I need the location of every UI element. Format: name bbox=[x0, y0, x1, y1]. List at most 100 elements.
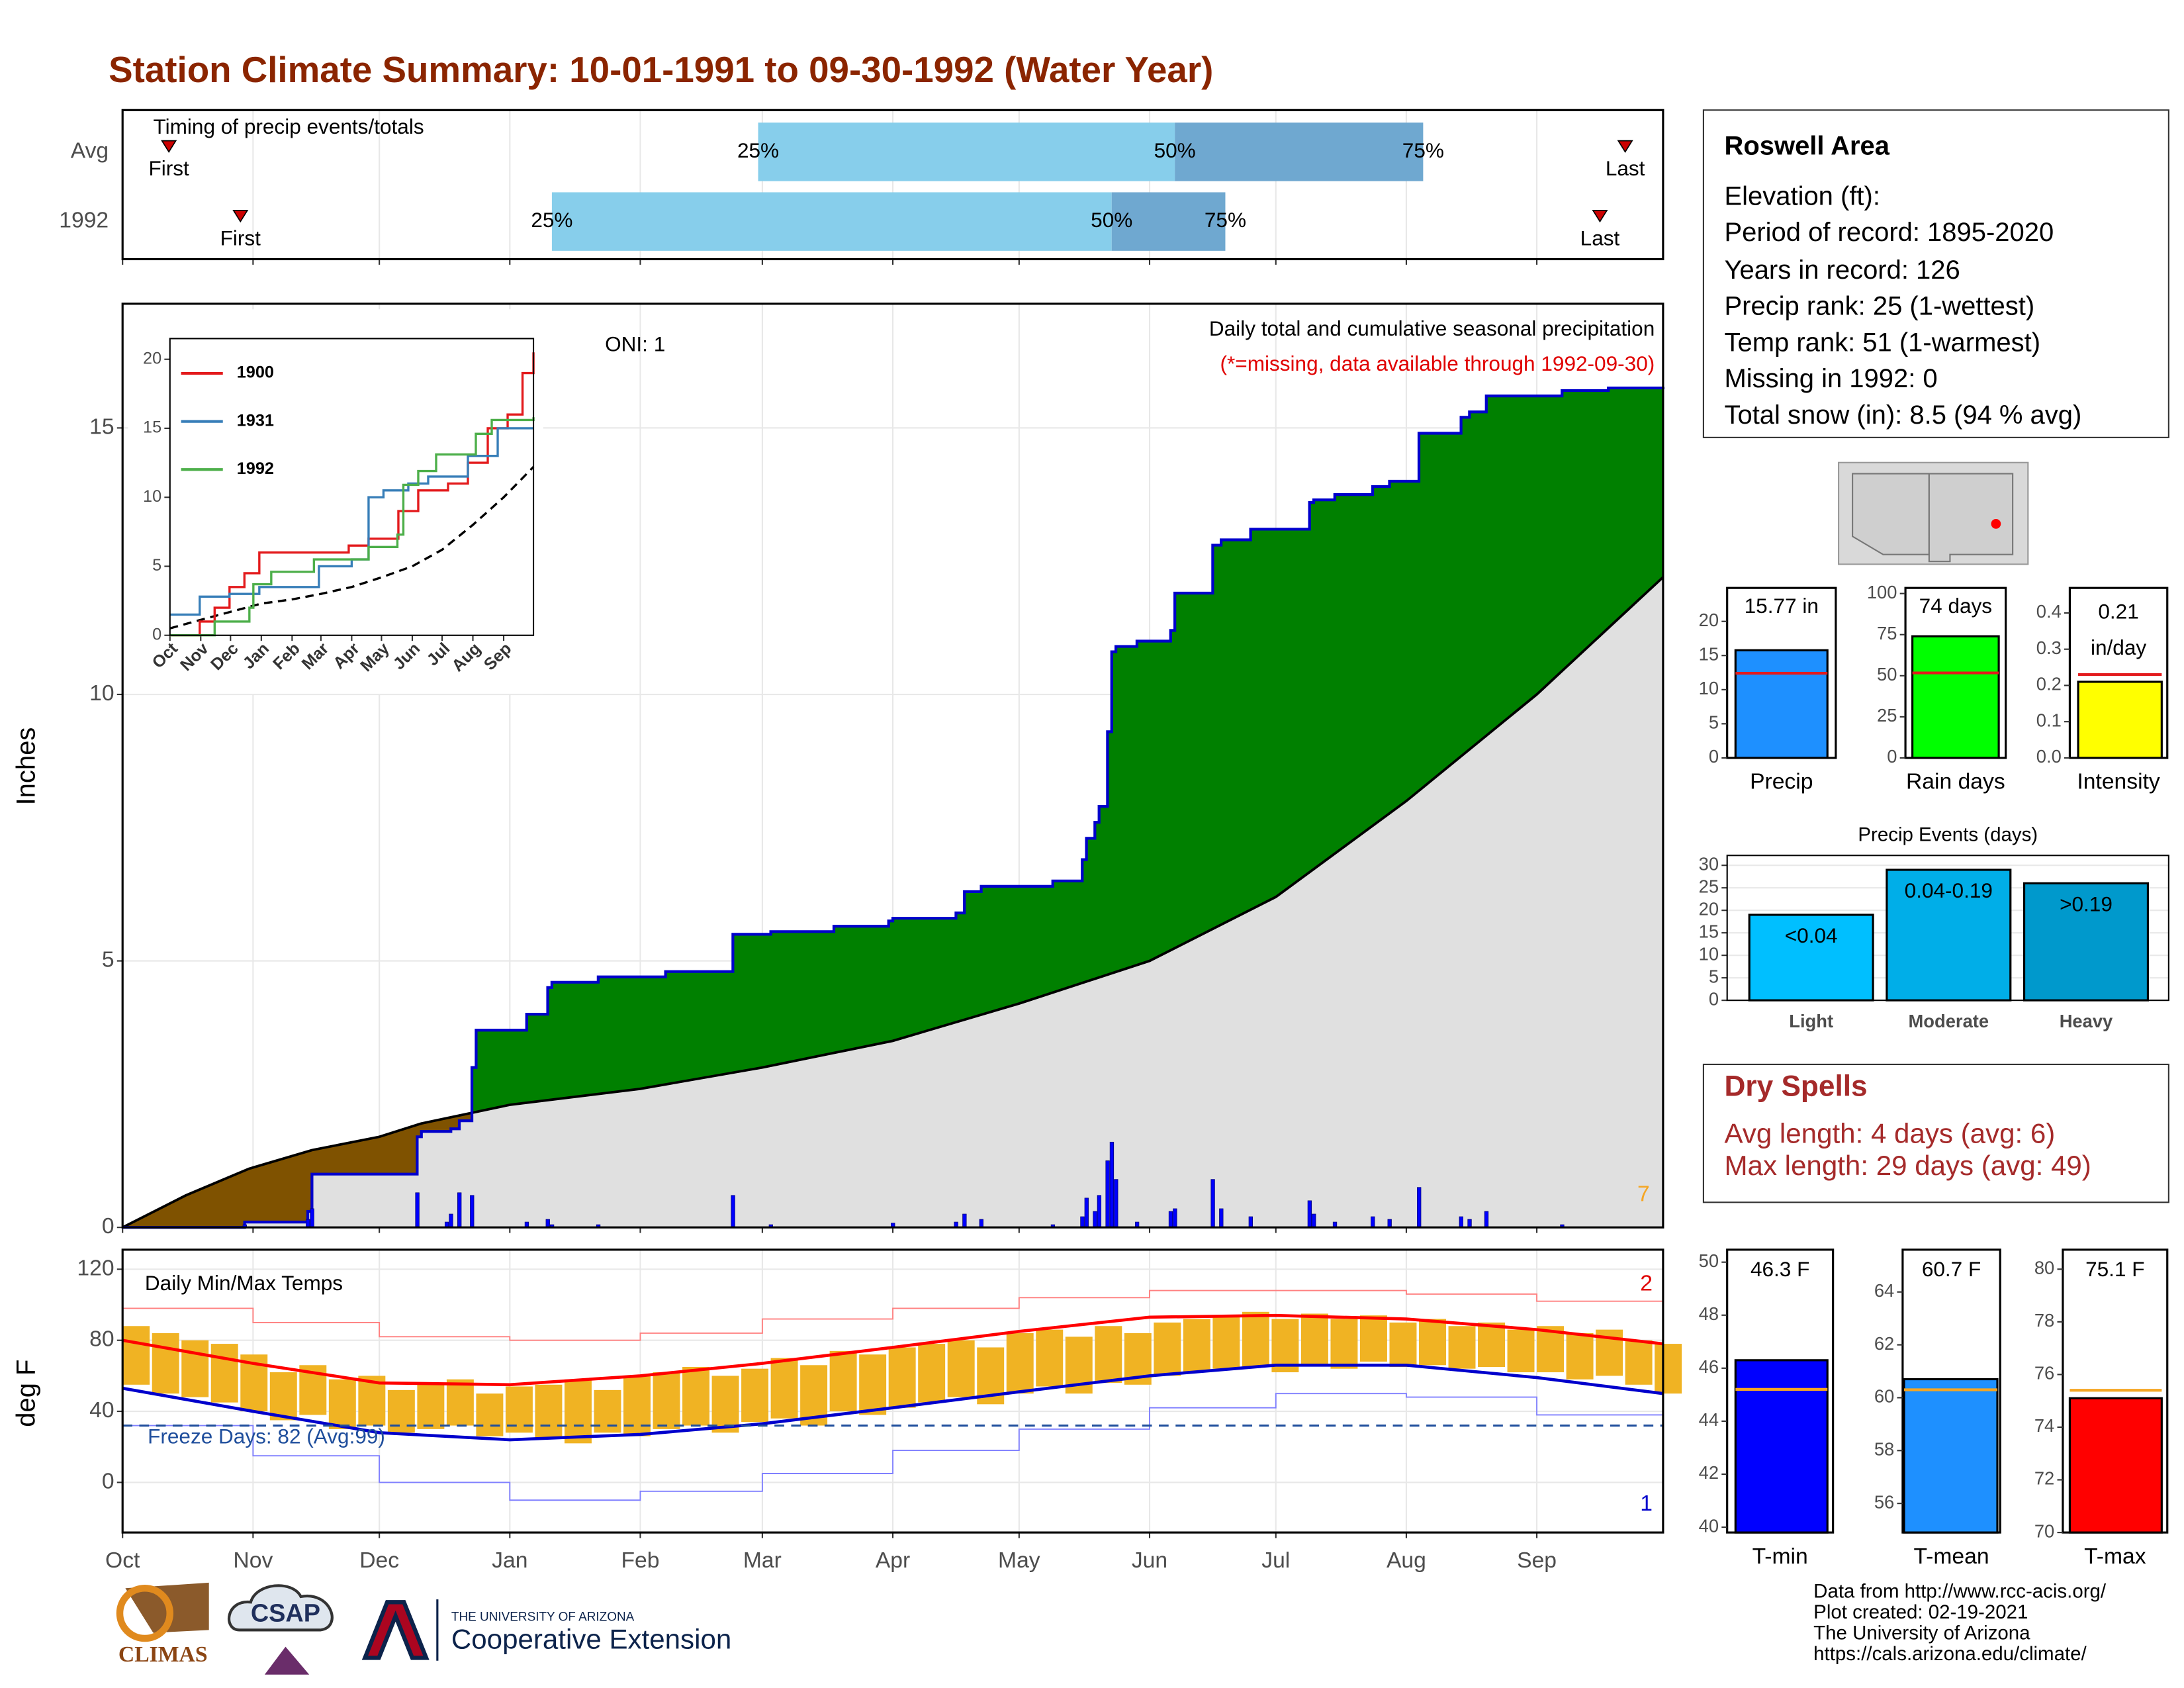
y-tick-label: 5 bbox=[1709, 966, 1719, 986]
series-line bbox=[169, 417, 535, 637]
y-tick-label: 76 bbox=[2034, 1363, 2054, 1383]
climas-sun bbox=[116, 1585, 174, 1642]
daily-precip bbox=[1097, 1195, 1102, 1228]
y-tick-label: 100 bbox=[1867, 582, 1897, 602]
daily-temp bbox=[1300, 1313, 1328, 1366]
daily-precip bbox=[1467, 1219, 1472, 1228]
bar bbox=[1734, 649, 1829, 759]
chart-subtitle: (*=missing, data available through 1992-… bbox=[1220, 352, 1655, 375]
y-tick-label: 56 bbox=[1874, 1491, 1894, 1512]
category-label: Light bbox=[1789, 1011, 1833, 1031]
station-line: Total snow (in): 8.5 (94 % avg) bbox=[1724, 400, 2081, 430]
y-tick-label: 80 bbox=[89, 1327, 114, 1352]
ua-logo bbox=[361, 1600, 430, 1660]
timing-title: Timing of precip events/totals bbox=[154, 115, 424, 138]
station-line: Precip rank: 25 (1-wettest) bbox=[1724, 292, 2034, 321]
value-label: 0.04-0.19 bbox=[1905, 878, 1993, 902]
x-tick-label: Dec bbox=[359, 1548, 399, 1573]
category-label: T-max bbox=[2084, 1544, 2146, 1569]
x-tick-label: May bbox=[998, 1548, 1040, 1573]
inset-border bbox=[169, 338, 535, 636]
quartile-label: 75% bbox=[1402, 138, 1444, 162]
y-tick-label: 15 bbox=[89, 414, 114, 439]
station-line: Temp rank: 51 (1-warmest) bbox=[1724, 328, 2040, 357]
daily-temp bbox=[1478, 1322, 1506, 1367]
y-tick-label: 62 bbox=[1874, 1333, 1894, 1354]
footer-line: Plot created: 02-19-2021 bbox=[1813, 1601, 2028, 1623]
y-tick-label: 40 bbox=[1699, 1515, 1719, 1536]
y-tick-label: 30 bbox=[1699, 853, 1719, 874]
series-line bbox=[169, 427, 534, 616]
category-label: Precip bbox=[1750, 770, 1813, 794]
climas-logo: CLIMAS bbox=[118, 1642, 208, 1667]
y-tick-label: 25 bbox=[1877, 705, 1897, 726]
category-label: T-mean bbox=[1913, 1544, 1989, 1569]
x-tick-label: Oct bbox=[105, 1548, 140, 1573]
legend-label: 1992 bbox=[237, 459, 274, 478]
daily-temp bbox=[476, 1393, 504, 1436]
page-title: Station Climate Summary: 10-01-1991 to 0… bbox=[109, 49, 1213, 90]
y-tick-label: 20 bbox=[1699, 898, 1719, 919]
annotation: ONI: 1 bbox=[605, 332, 665, 355]
value-label: >0.19 bbox=[2060, 892, 2113, 915]
y-tick-label: 0 bbox=[102, 1469, 114, 1493]
daily-temp bbox=[859, 1354, 887, 1415]
y-tick-label: 15 bbox=[1699, 921, 1719, 941]
category-label: T-min bbox=[1752, 1544, 1808, 1569]
daily-precip bbox=[979, 1219, 983, 1228]
quartile-label: 50% bbox=[1154, 138, 1196, 162]
base-area bbox=[122, 577, 1663, 1228]
daily-precip bbox=[1312, 1213, 1316, 1228]
y-tick-label: 46 bbox=[1699, 1356, 1719, 1377]
daily-temp bbox=[1036, 1329, 1064, 1387]
daily-temp bbox=[682, 1366, 710, 1426]
y-tick-label: 40 bbox=[89, 1398, 114, 1423]
daily-temp bbox=[181, 1340, 209, 1397]
daily-temp bbox=[888, 1347, 916, 1408]
count-label: 7 bbox=[1637, 1182, 1650, 1207]
csap-mountain bbox=[264, 1646, 310, 1675]
csap-cloud bbox=[228, 1584, 334, 1632]
y-tick-label: 80 bbox=[2034, 1258, 2054, 1278]
daily-temp bbox=[1271, 1319, 1299, 1373]
x-tick-label: Apr bbox=[876, 1548, 910, 1573]
daily-temp bbox=[1537, 1326, 1565, 1373]
quartile-bar bbox=[758, 122, 1175, 181]
logos: CLIMAS CSAP THE UNIVERSITY OF ARIZONA Co… bbox=[116, 1582, 731, 1675]
dry-spells-box bbox=[1702, 1063, 2169, 1203]
average-line bbox=[169, 466, 535, 630]
daily-precip bbox=[1210, 1179, 1215, 1228]
daily-precip bbox=[310, 1208, 314, 1228]
daily-temp bbox=[1154, 1322, 1181, 1376]
average-line bbox=[122, 1313, 1664, 1387]
y-tick-label: 10 bbox=[143, 487, 161, 506]
timing-label: First bbox=[148, 156, 189, 180]
daily-temp bbox=[653, 1372, 680, 1429]
y-tick-label: 72 bbox=[2034, 1468, 2054, 1489]
bar bbox=[1734, 1359, 1829, 1534]
daily-temp bbox=[1655, 1344, 1682, 1394]
quartile-bar bbox=[551, 192, 1112, 251]
daily-precip bbox=[1417, 1187, 1422, 1228]
daily-precip bbox=[1484, 1211, 1489, 1228]
daily-precip bbox=[470, 1195, 475, 1228]
timing-label: Last bbox=[1580, 226, 1620, 250]
daily-precip bbox=[962, 1213, 967, 1228]
inset-plot bbox=[169, 338, 534, 635]
value-label: 15.77 in bbox=[1745, 594, 1819, 618]
daily-precip bbox=[415, 1192, 420, 1228]
y-tick-label: 58 bbox=[1874, 1439, 1894, 1460]
y-tick-label: 0.3 bbox=[2036, 637, 2062, 658]
quartile-bar bbox=[1111, 192, 1226, 251]
y-tick-label: 48 bbox=[1699, 1303, 1719, 1324]
dry-spells-line: Max length: 29 days (avg: 49) bbox=[1724, 1150, 2091, 1181]
x-tick-label: Nov bbox=[233, 1548, 273, 1573]
timing-marker bbox=[161, 140, 177, 154]
daily-temp bbox=[1389, 1322, 1417, 1367]
daily-precip bbox=[731, 1195, 735, 1228]
bar bbox=[2068, 1397, 2163, 1534]
value-label: 75.1 F bbox=[2085, 1257, 2144, 1281]
daily-precip bbox=[1371, 1216, 1375, 1228]
dry-spells-line: Avg length: 4 days (avg: 6) bbox=[1724, 1117, 2055, 1149]
x-tick-label: Jul bbox=[1261, 1548, 1290, 1573]
